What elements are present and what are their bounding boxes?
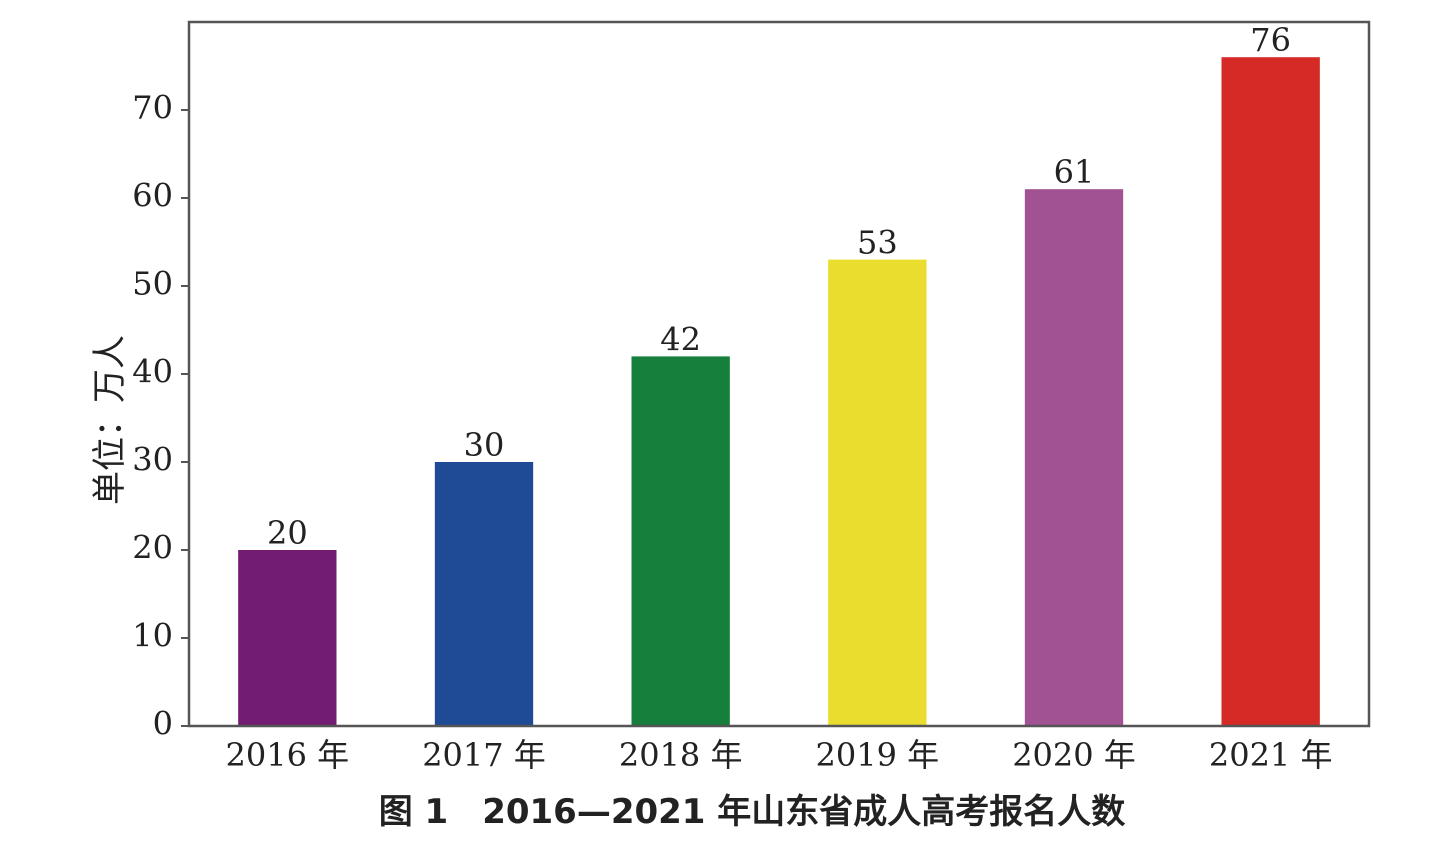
y-tick-label: 60 [132, 177, 173, 215]
y-tick-label: 40 [132, 353, 173, 391]
bar-4 [1024, 189, 1124, 726]
data-label: 20 [267, 514, 308, 552]
x-tick-label: 2016 年 [226, 736, 350, 774]
x-tick-label: 2019 年 [816, 736, 940, 774]
x-tick-label: 2020 年 [1012, 736, 1136, 774]
y-tick-label: 20 [132, 529, 173, 567]
y-tick-label: 70 [132, 89, 173, 127]
x-tick-label: 2017 年 [422, 736, 546, 774]
y-tick-label: 30 [132, 441, 173, 479]
data-label: 61 [1054, 153, 1095, 191]
bar-5 [1221, 57, 1320, 726]
figure-caption: 图 1 2016—2021 年山东省成人高考报名人数 [379, 792, 1126, 832]
x-tick-label: 2021 年 [1209, 736, 1333, 774]
data-label: 53 [857, 224, 898, 262]
y-axis-label: 单位：万人 [90, 335, 130, 505]
y-tick-label: 0 [153, 705, 173, 743]
bar-3 [828, 259, 927, 726]
bar-2 [631, 356, 730, 726]
data-label: 42 [660, 320, 701, 358]
y-tick-label: 10 [132, 617, 173, 655]
bar-1 [434, 462, 534, 726]
data-label: 30 [464, 426, 505, 464]
bar-0 [238, 550, 337, 726]
data-label: 76 [1250, 21, 1291, 59]
plot-frame [187, 20, 1371, 728]
y-tick-label: 50 [132, 265, 173, 303]
x-tick-label: 2018 年 [619, 736, 743, 774]
